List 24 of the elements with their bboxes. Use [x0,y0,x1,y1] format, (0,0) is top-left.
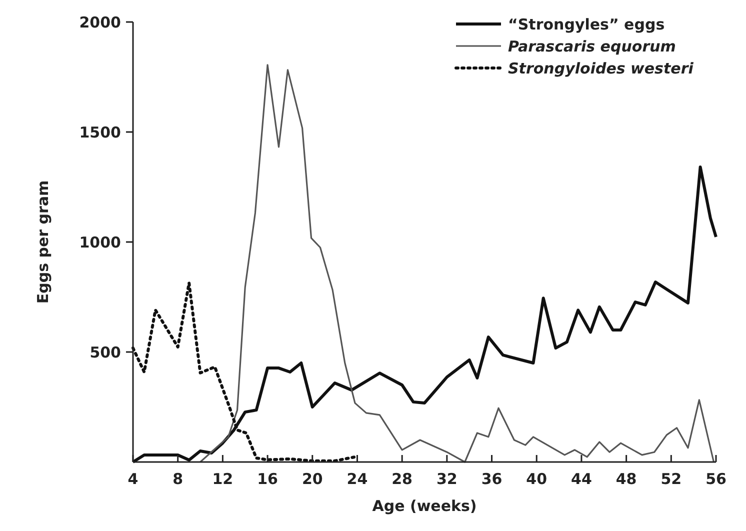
x-axis-title: Age (weeks) [372,497,477,515]
y-tick-label: 1000 [79,233,121,252]
x-tick-label: 32 [436,470,458,488]
legend-label: Parascaris equorum [508,37,676,56]
y-axis-title: Eggs per gram [34,180,52,304]
x-tick-label: 8 [172,470,184,488]
x-tick-label: 16 [257,470,278,488]
x-tick-label: 52 [660,470,682,488]
x-tick-label: 24 [346,470,368,488]
y-tick-label: 1500 [79,123,121,142]
legend-label: Strongyloides westeri [508,59,694,78]
x-tick-label: 28 [392,470,413,488]
x-tick-label: 4 [128,470,138,488]
x-tick-label: 48 [616,470,637,488]
x-tick-label: 40 [526,470,548,488]
line-series [199,64,715,463]
y-tick-label: 2000 [79,13,121,32]
legend-label: “Strongyles” eggs [508,15,665,34]
x-tick-label: 36 [481,470,502,488]
x-tick-label: 12 [212,470,234,488]
x-tick-label: 56 [706,470,726,488]
x-tick-label: 20 [302,470,323,488]
x-tick-label: 44 [571,470,592,488]
y-tick-label: 500 [90,343,121,362]
